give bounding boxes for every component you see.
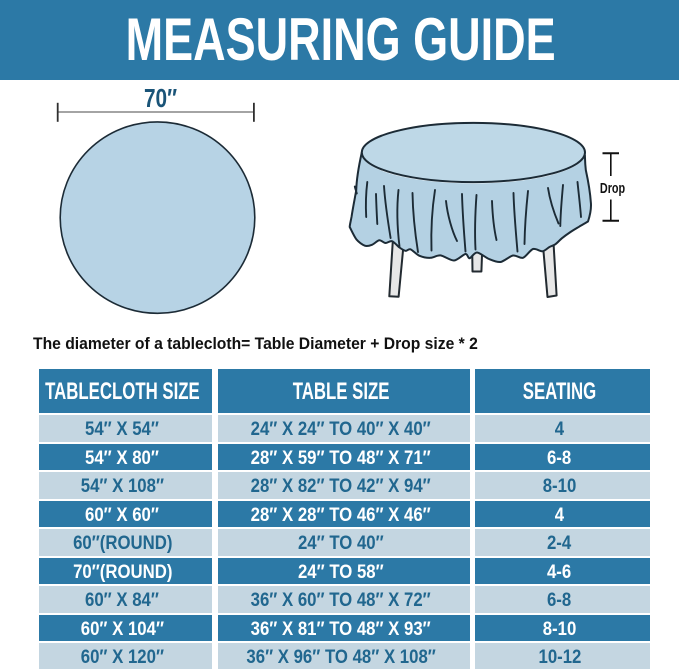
svg-text:Drop: Drop <box>600 179 625 196</box>
svg-text:70″: 70″ <box>144 84 177 113</box>
